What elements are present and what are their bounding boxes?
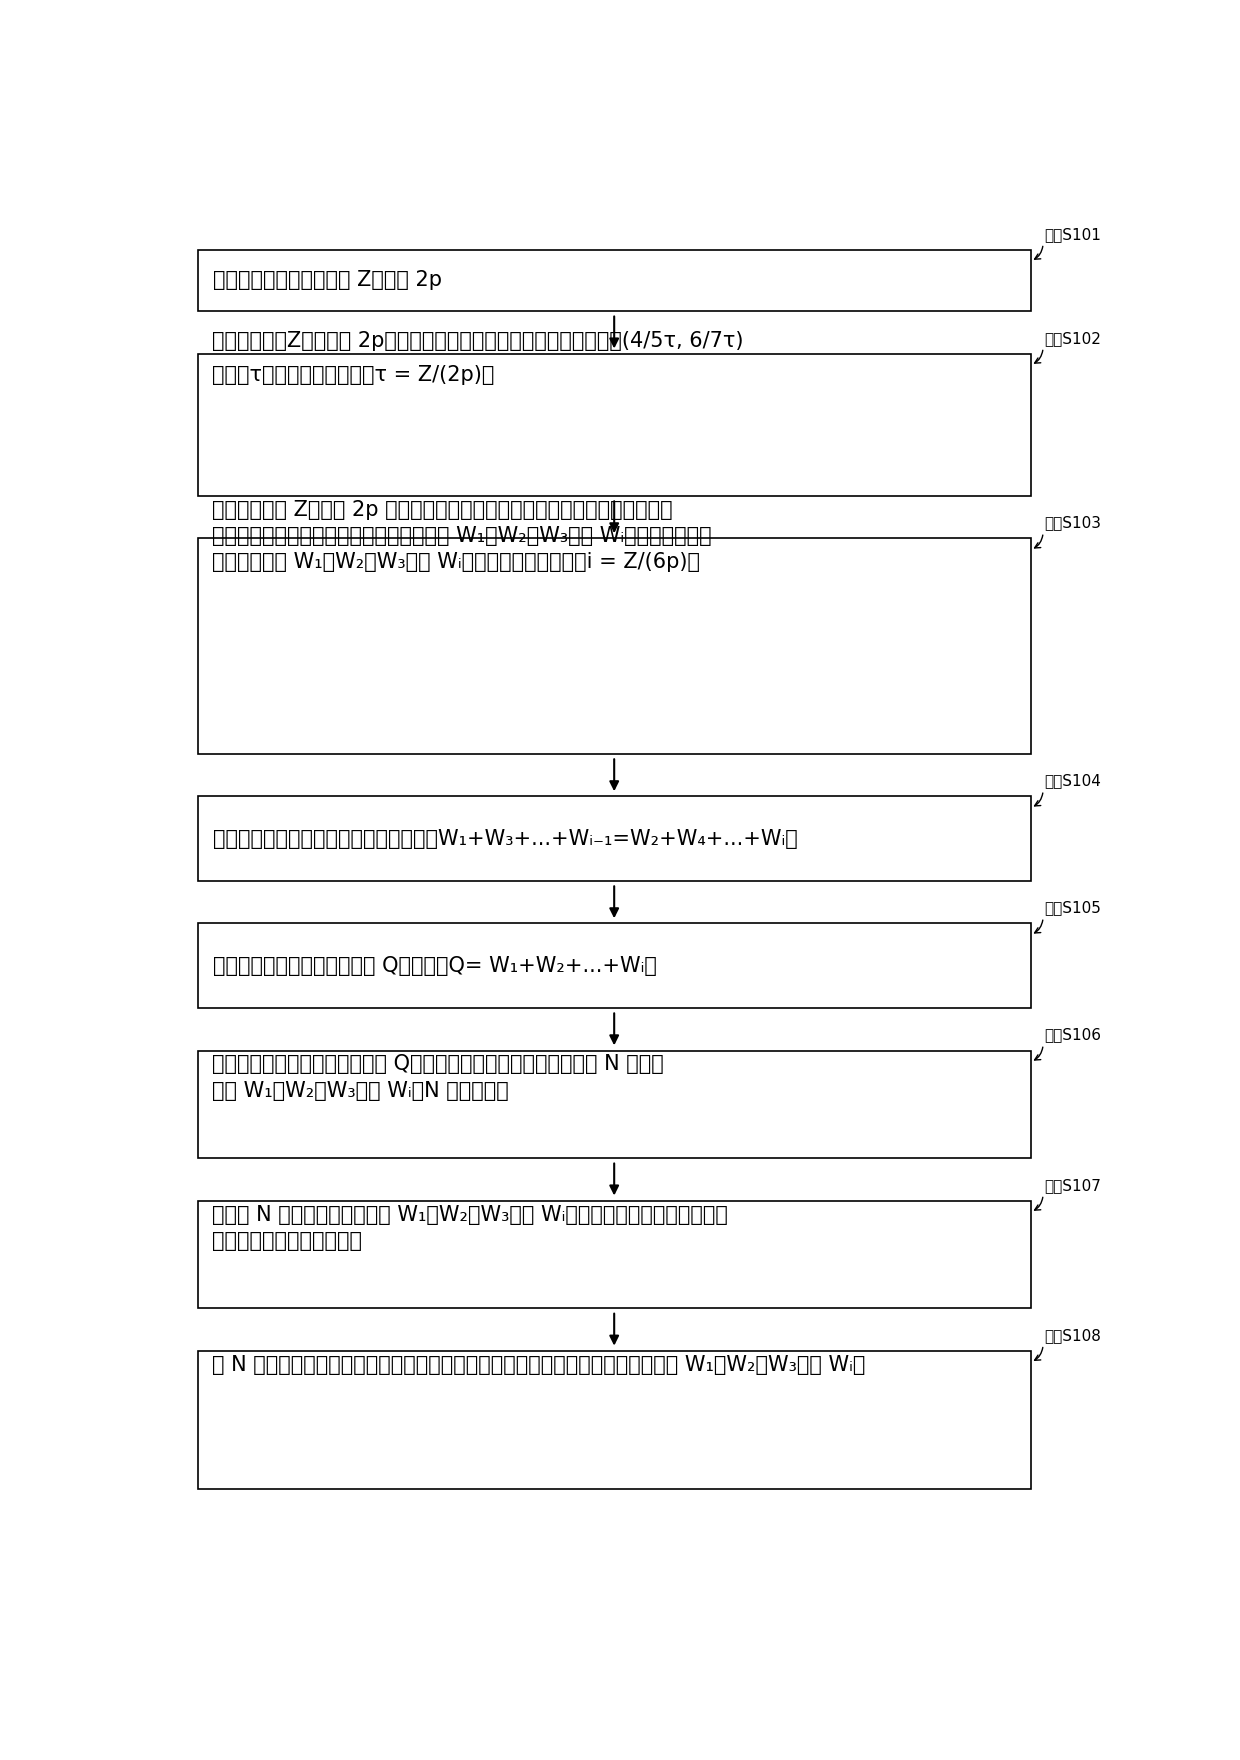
Text: 步骤S105: 步骤S105 — [1044, 901, 1101, 915]
Text: 匝数 W₁、W₂、W₃直至 Wᵢ，N 为正整数；: 匝数 W₁、W₂、W₃直至 Wᵢ，N 为正整数； — [212, 1081, 508, 1102]
Bar — [197, 1352, 1030, 1489]
Text: 对 N 组中每组对应的综合谐波强度和基波绕组系数进行判断，选出最优的线圈匝数 W₁、W₂、W₃直至 Wᵢ。: 对 N 组中每组对应的综合谐波强度和基波绕组系数进行判断，选出最优的线圈匝数 W… — [212, 1355, 866, 1375]
Text: 步骤S101: 步骤S101 — [1044, 227, 1101, 241]
Text: 依据定子槽数Z以及极数 2p确定线圈的节距，其中，节距的取值范围为(4/5τ, 6/7τ): 依据定子槽数Z以及极数 2p确定线圈的节距，其中，节距的取值范围为(4/5τ, … — [212, 331, 743, 350]
Text: 并依据规律对每极每相每组中的各线圈匝数 W₁、W₂、W₃直至 Wᵢ进行初步分配，: 并依据规律对每极每相每组中的各线圈匝数 W₁、W₂、W₃直至 Wᵢ进行初步分配， — [212, 526, 712, 546]
Text: 步骤S107: 步骤S107 — [1044, 1177, 1101, 1193]
Text: 得到线圈匝数 W₁、W₂、W₃以及 Wᵢ的初步匝数比，其中，i = Z/(6p)；: 得到线圈匝数 W₁、W₂、W₃以及 Wᵢ的初步匝数比，其中，i = Z/(6p)… — [212, 553, 699, 572]
Text: 步骤S102: 步骤S102 — [1044, 331, 1101, 345]
Text: 分别对 N 组中的每组线圈匝数 W₁、W₂、W₃直至 Wᵢ进行处理得到每组对应的综合: 分别对 N 组中的每组线圈匝数 W₁、W₂、W₃直至 Wᵢ进行处理得到每组对应的… — [212, 1204, 728, 1225]
Text: 确定三相电机的定子槽数 Z、极数 2p: 确定三相电机的定子槽数 Z、极数 2p — [213, 271, 443, 290]
Text: 步骤S108: 步骤S108 — [1044, 1327, 1101, 1343]
Text: 步骤S103: 步骤S103 — [1044, 516, 1101, 530]
Text: 依据定子槽数 Z、极数 2p 以及线圈的节距得到槽电流沿圆周正弦分布的规律，: 依据定子槽数 Z、极数 2p 以及线圈的节距得到槽电流沿圆周正弦分布的规律， — [212, 500, 672, 519]
Bar — [197, 539, 1030, 753]
Text: 步骤S106: 步骤S106 — [1044, 1028, 1101, 1042]
Text: 其中，τ为极距，为正整数，τ = Z/(2p)；: 其中，τ为极距，为正整数，τ = Z/(2p)； — [212, 364, 494, 385]
Text: 确定所有满足极相组线圈的匝数 Q、初步匝数比以及等槽限制条件的 N 组线圈: 确定所有满足极相组线圈的匝数 Q、初步匝数比以及等槽限制条件的 N 组线圈 — [212, 1054, 663, 1074]
Bar — [197, 354, 1030, 496]
Text: 确定每极每相每组线圈的匝数 Q，其中，Q= W₁+W₂+...+Wᵢ；: 确定每极每相每组线圈的匝数 Q，其中，Q= W₁+W₂+...+Wᵢ； — [213, 956, 657, 975]
Bar — [197, 1200, 1030, 1308]
Bar — [197, 924, 1030, 1008]
Bar — [197, 1051, 1030, 1158]
Bar — [197, 250, 1030, 312]
Text: 依据规律以及等槽满率得到等槽限制条件W₁+W₃+...+Wᵢ₋₁=W₂+W₄+...+Wᵢ；: 依据规律以及等槽满率得到等槽限制条件W₁+W₃+...+Wᵢ₋₁=W₂+W₄+.… — [213, 829, 797, 848]
Bar — [197, 796, 1030, 882]
Text: 谐波强度和基波绕组系数；: 谐波强度和基波绕组系数； — [212, 1232, 362, 1251]
Text: 步骤S104: 步骤S104 — [1044, 773, 1101, 788]
